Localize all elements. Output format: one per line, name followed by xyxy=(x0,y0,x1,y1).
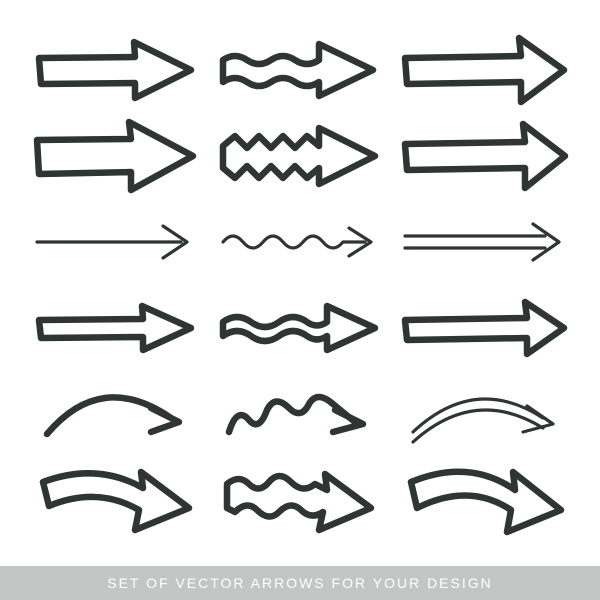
footer-text: SET OF VECTOR ARROWS FOR YOUR DESIGN xyxy=(107,575,493,591)
ribbon-arrow-wavy-icon xyxy=(215,460,385,540)
canvas: SET OF VECTOR ARROWS FOR YOUR DESIGN xyxy=(0,0,600,600)
arrow-r5c2 xyxy=(215,374,385,454)
arrow-r2c1 xyxy=(31,116,201,196)
line-arrow-wavy-icon xyxy=(215,202,385,282)
ribbon-arrow-icon xyxy=(31,460,201,540)
ribbon-arrow-outline-icon xyxy=(399,460,569,540)
arrow-r2c2 xyxy=(215,116,385,196)
arrow-r6c3 xyxy=(399,460,569,540)
arc-arrow-squiggle-icon xyxy=(215,374,385,454)
arrow-r1c2 xyxy=(215,30,385,110)
line-arrow-icon xyxy=(31,202,201,282)
block-arrow-wavy-narrow-icon xyxy=(215,288,385,368)
arrow-r2c3 xyxy=(399,116,569,196)
arrow-r3c3 xyxy=(399,202,569,282)
arrow-r1c3 xyxy=(399,30,569,110)
block-arrow-zigzag-icon xyxy=(215,116,385,196)
arrow-r5c1 xyxy=(31,374,201,454)
arrow-r1c1 xyxy=(31,30,201,110)
footer-bar: SET OF VECTOR ARROWS FOR YOUR DESIGN xyxy=(0,566,600,600)
block-arrow-sharp2-icon xyxy=(399,116,569,196)
arrow-r4c1 xyxy=(31,288,201,368)
arrow-r3c2 xyxy=(215,202,385,282)
line-arrow-double-icon xyxy=(399,202,569,282)
block-arrow-sharp-icon xyxy=(399,30,569,110)
arc-arrow-icon xyxy=(31,374,201,454)
arrow-r6c2 xyxy=(215,460,385,540)
block-arrow-narrow-sharp-icon xyxy=(399,288,569,368)
block-arrow-straight-icon xyxy=(31,30,201,110)
block-arrow-wavy-icon xyxy=(215,30,385,110)
arrow-r5c3 xyxy=(399,374,569,454)
arrow-r6c1 xyxy=(31,460,201,540)
arc-arrow-double-icon xyxy=(399,374,569,454)
block-arrow-wide-icon xyxy=(31,116,201,196)
block-arrow-narrow-icon xyxy=(31,288,201,368)
arrow-r4c3 xyxy=(399,288,569,368)
arrow-r4c2 xyxy=(215,288,385,368)
arrow-r3c1 xyxy=(31,202,201,282)
arrow-grid xyxy=(30,30,570,540)
